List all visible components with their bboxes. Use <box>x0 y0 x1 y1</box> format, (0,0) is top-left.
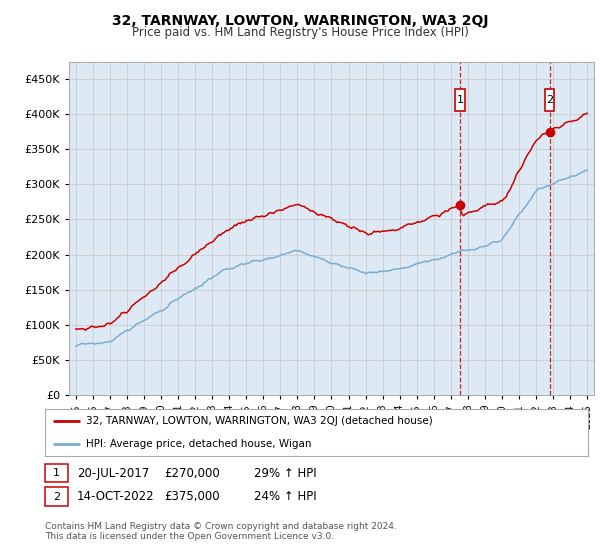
Text: Price paid vs. HM Land Registry's House Price Index (HPI): Price paid vs. HM Land Registry's House … <box>131 26 469 39</box>
Text: 1: 1 <box>457 95 464 105</box>
Text: £375,000: £375,000 <box>164 490 220 503</box>
Text: 14-OCT-2022: 14-OCT-2022 <box>77 490 154 503</box>
Text: Contains HM Land Registry data © Crown copyright and database right 2024.
This d: Contains HM Land Registry data © Crown c… <box>45 522 397 542</box>
Text: 2: 2 <box>546 95 553 105</box>
FancyBboxPatch shape <box>455 89 465 111</box>
Text: 29% ↑ HPI: 29% ↑ HPI <box>254 466 316 480</box>
Text: 32, TARNWAY, LOWTON, WARRINGTON, WA3 2QJ (detached house): 32, TARNWAY, LOWTON, WARRINGTON, WA3 2QJ… <box>86 416 433 426</box>
Text: 1: 1 <box>53 468 60 478</box>
FancyBboxPatch shape <box>545 89 554 111</box>
Text: £270,000: £270,000 <box>164 466 220 480</box>
Text: 24% ↑ HPI: 24% ↑ HPI <box>254 490 316 503</box>
Text: 20-JUL-2017: 20-JUL-2017 <box>77 466 149 480</box>
Text: 32, TARNWAY, LOWTON, WARRINGTON, WA3 2QJ: 32, TARNWAY, LOWTON, WARRINGTON, WA3 2QJ <box>112 14 488 28</box>
Text: HPI: Average price, detached house, Wigan: HPI: Average price, detached house, Wiga… <box>86 439 311 449</box>
Text: 2: 2 <box>53 492 60 502</box>
